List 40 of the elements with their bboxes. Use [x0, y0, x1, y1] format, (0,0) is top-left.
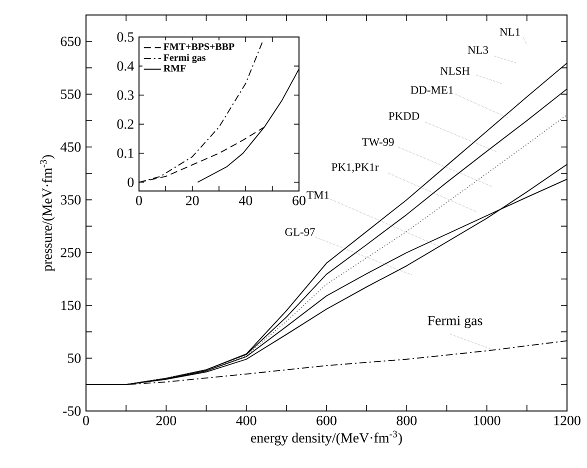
annotation: TM1: [306, 191, 329, 199]
x-tick-label: 0: [83, 416, 89, 426]
legend-label: FMT+BPS+BBP: [164, 43, 234, 50]
y-tick-label: 450: [60, 142, 81, 152]
y-tick-label: 250: [60, 248, 81, 258]
annotation: TW-99: [362, 138, 394, 146]
annotation: GL-97: [285, 228, 315, 236]
x-tick-label: 600: [316, 416, 336, 426]
annotation: DD-ME1: [410, 86, 453, 94]
x-tick-label: 20: [186, 196, 199, 206]
x-tick-label: 40: [238, 196, 252, 206]
x-tick-label: 200: [156, 416, 176, 426]
y-tick-label: 550: [61, 89, 81, 99]
x-tick-label: 400: [236, 416, 256, 426]
y-tick-label: 0.5: [117, 32, 134, 42]
annotation: PK1,PK1r: [332, 163, 379, 173]
y-tick-label: 0: [128, 178, 134, 187]
x-tick-label: 0: [136, 196, 142, 206]
y-tick-label: 350: [60, 195, 81, 205]
x-tick-label: 1000: [474, 416, 500, 426]
x-axis-title: energy density/(MeV·fm$^{-3}$): [251, 430, 402, 446]
annotation: NL3: [468, 46, 488, 54]
y-tick-label: -50: [63, 406, 81, 416]
y-tick-label: 150: [61, 300, 81, 310]
y-tick-label: 50: [68, 353, 81, 363]
annotation: Fermi gas: [428, 316, 482, 328]
y-tick-label: 0.3: [117, 90, 134, 100]
x-tick-label: 60: [292, 196, 306, 206]
annotation: NL1: [500, 28, 520, 36]
annotation: PKDD: [388, 112, 420, 120]
y-tick-label: 0.2: [117, 119, 134, 129]
y-tick-label: 0.1: [117, 148, 134, 158]
y-axis-title: pressure/(MeV·fm$^{-3}$): [40, 155, 55, 272]
x-tick-label: 1200: [554, 416, 580, 426]
y-tick-label: 650: [60, 36, 81, 46]
legend-label: RMF: [164, 64, 186, 72]
x-tick-label: 800: [396, 416, 417, 426]
y-tick-label: 0.4: [117, 61, 134, 71]
legend-label: Fermi gas: [164, 54, 206, 64]
annotation: NLSH: [440, 67, 470, 75]
